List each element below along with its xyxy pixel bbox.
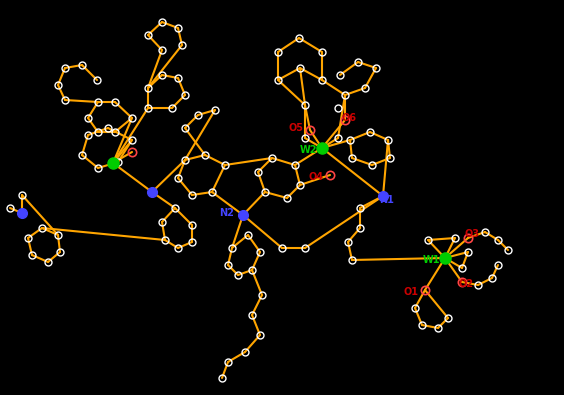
Text: O5: O5: [289, 123, 303, 133]
Text: N2: N2: [219, 208, 235, 218]
Text: O2: O2: [459, 279, 474, 289]
Text: W1: W1: [422, 255, 440, 265]
Text: O4: O4: [309, 172, 324, 182]
Text: N1: N1: [380, 195, 394, 205]
Text: W2: W2: [299, 145, 317, 155]
Text: O3: O3: [465, 229, 479, 239]
Text: O1: O1: [403, 287, 418, 297]
Text: O6: O6: [341, 113, 356, 123]
